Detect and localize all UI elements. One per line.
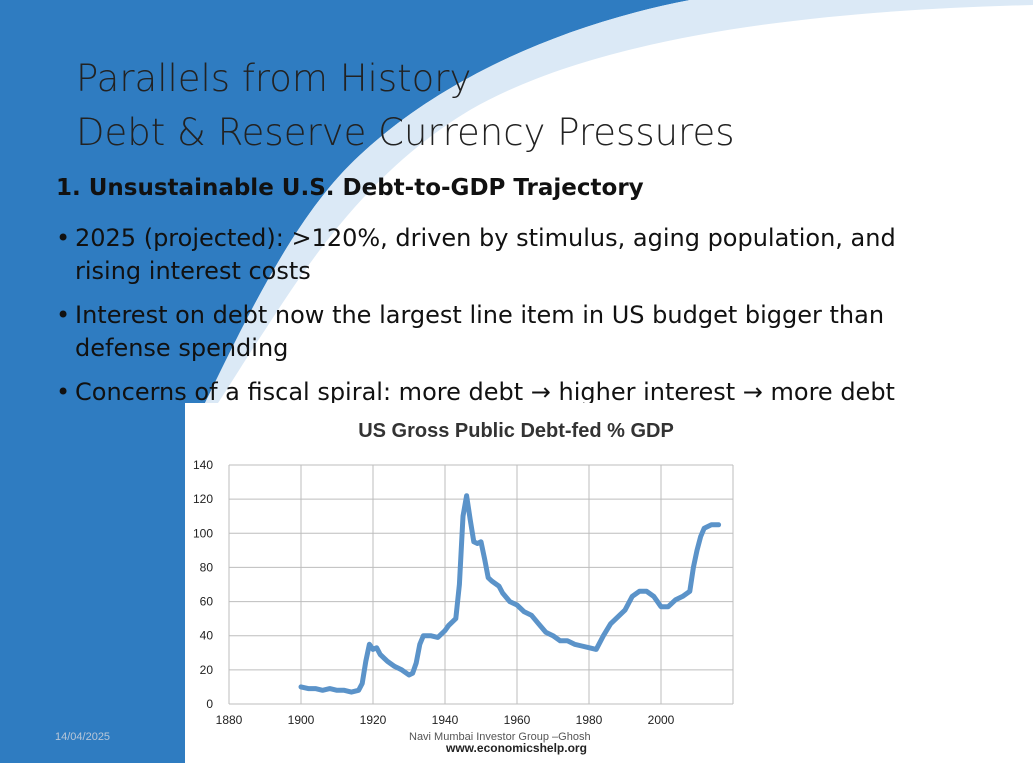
x-tick-label: 1940 [432, 713, 459, 727]
bullet-item: • Concerns of a fiscal spiral: more debt… [56, 376, 956, 409]
bullet-icon: • [56, 224, 71, 252]
footer-date: 14/04/2025 [55, 731, 111, 743]
title-line-2: Debt & Reserve Currency Pressures [76, 111, 735, 154]
y-tick-label: 60 [200, 595, 214, 609]
x-tick-label: 2000 [648, 713, 675, 727]
x-tick-label: 1920 [360, 713, 387, 727]
y-tick-label: 40 [200, 629, 214, 643]
debt-chart: US Gross Public Debt-fed % GDP 0 20 40 60 80… [193, 420, 734, 727]
bullet-icon: • [56, 301, 71, 329]
series-line [298, 493, 722, 695]
y-tick-label: 0 [206, 697, 213, 711]
x-tick-label: 1880 [216, 713, 243, 727]
footer-text: Navi Mumbai Investor Group –Ghosh [409, 731, 591, 743]
y-tick-label: 120 [193, 492, 213, 506]
y-tick-label: 20 [200, 663, 214, 677]
title-line-1: Parallels from History [76, 57, 472, 100]
x-tick-label: 1960 [504, 713, 531, 727]
section-heading: 1. Unsustainable U.S. Debt-to-GDP Trajec… [56, 175, 644, 201]
y-tick-label: 80 [200, 560, 214, 574]
bullet-text: 2025 (projected): >120%, driven by stimu… [75, 224, 896, 285]
slide-title: Parallels from History Debt & Reserve Cu… [76, 52, 734, 160]
bullet-item: • Interest on debt now the largest line … [56, 299, 936, 365]
bullet-item: • 2025 (projected): >120%, driven by sti… [56, 222, 936, 288]
blue-swoosh [0, 0, 690, 763]
x-tick-label: 1980 [576, 713, 603, 727]
y-tick-label: 100 [193, 526, 213, 540]
bullet-text: Concerns of a fiscal spiral: more debt →… [75, 378, 895, 406]
x-tick-label: 1900 [288, 713, 315, 727]
chart-source: www.economicshelp.org [446, 741, 587, 755]
y-tick-label: 140 [193, 458, 213, 472]
bullet-icon: • [56, 378, 71, 406]
chart-image: US Gross Public Debt-fed % GDP 0 20 40 60 80… [185, 403, 760, 763]
bullet-text: Interest on debt now the largest line it… [75, 301, 885, 362]
chart-title: US Gross Public Debt-fed % GDP [358, 420, 674, 442]
